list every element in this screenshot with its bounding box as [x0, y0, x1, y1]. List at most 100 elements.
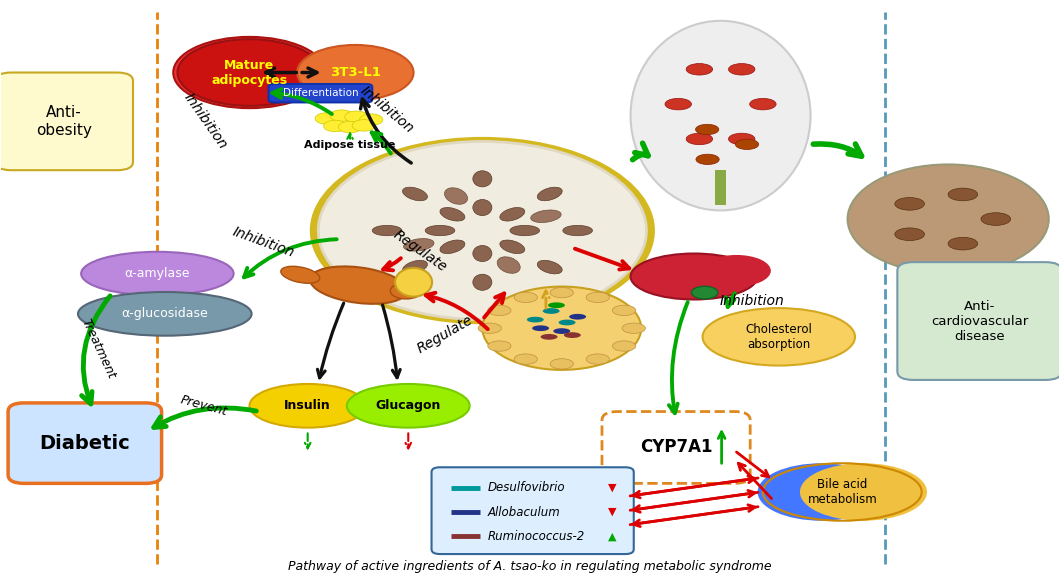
Ellipse shape	[440, 207, 465, 221]
Ellipse shape	[622, 323, 646, 334]
Ellipse shape	[488, 305, 511, 316]
FancyArrowPatch shape	[302, 68, 317, 77]
Ellipse shape	[541, 334, 558, 340]
Ellipse shape	[564, 332, 581, 338]
FancyArrowPatch shape	[244, 239, 337, 277]
Ellipse shape	[532, 325, 549, 331]
FancyBboxPatch shape	[898, 262, 1060, 380]
Text: Ruminococcus-2: Ruminococcus-2	[488, 530, 585, 543]
Ellipse shape	[691, 286, 718, 299]
FancyArrowPatch shape	[669, 302, 688, 413]
Text: Anti-
obesity: Anti- obesity	[36, 105, 92, 138]
Text: Prevent: Prevent	[179, 393, 229, 418]
Ellipse shape	[895, 228, 924, 241]
FancyArrowPatch shape	[383, 305, 401, 378]
Circle shape	[310, 137, 655, 324]
Ellipse shape	[537, 187, 562, 200]
Ellipse shape	[686, 63, 712, 75]
FancyArrowPatch shape	[630, 476, 755, 496]
FancyArrowPatch shape	[633, 492, 758, 512]
Ellipse shape	[173, 37, 325, 108]
Text: Pathway of active ingredients of A. tsao-ko in regulating metabolic syndrome: Pathway of active ingredients of A. tsao…	[288, 560, 772, 573]
Text: Inhibition: Inhibition	[180, 91, 229, 152]
FancyArrowPatch shape	[484, 293, 505, 317]
Text: Adipose tissue: Adipose tissue	[304, 141, 395, 150]
Text: Differentiation: Differentiation	[283, 88, 358, 98]
Ellipse shape	[403, 260, 427, 274]
Ellipse shape	[404, 238, 434, 251]
Ellipse shape	[543, 308, 560, 314]
Circle shape	[848, 165, 1048, 274]
Ellipse shape	[631, 21, 811, 210]
Circle shape	[318, 142, 647, 320]
Ellipse shape	[344, 111, 368, 123]
Text: ▼: ▼	[608, 483, 617, 493]
Ellipse shape	[948, 237, 977, 250]
Text: ▲: ▲	[608, 531, 617, 541]
Text: α-amylase: α-amylase	[125, 267, 190, 280]
FancyArrowPatch shape	[82, 296, 110, 404]
Ellipse shape	[78, 292, 251, 336]
Text: 3T3-L1: 3T3-L1	[330, 66, 381, 79]
Ellipse shape	[695, 124, 719, 135]
Ellipse shape	[510, 225, 540, 236]
FancyArrowPatch shape	[360, 99, 411, 163]
Ellipse shape	[372, 225, 402, 236]
Text: Inhibition: Inhibition	[358, 84, 417, 136]
Text: Treatment: Treatment	[78, 316, 118, 380]
Ellipse shape	[559, 320, 576, 325]
Ellipse shape	[352, 120, 375, 131]
Text: α-glucosidase: α-glucosidase	[122, 308, 208, 320]
Ellipse shape	[310, 267, 407, 304]
Ellipse shape	[177, 39, 321, 106]
Ellipse shape	[473, 245, 492, 262]
Ellipse shape	[395, 268, 432, 297]
Ellipse shape	[586, 292, 610, 302]
Ellipse shape	[403, 187, 427, 200]
Ellipse shape	[482, 287, 641, 370]
Ellipse shape	[514, 292, 537, 302]
FancyBboxPatch shape	[8, 403, 161, 483]
Text: Allobaculum: Allobaculum	[488, 506, 561, 518]
Text: Cholesterol
absorption: Cholesterol absorption	[745, 323, 812, 351]
FancyArrowPatch shape	[426, 293, 488, 329]
Ellipse shape	[586, 354, 610, 364]
FancyArrowPatch shape	[630, 505, 755, 525]
Ellipse shape	[631, 253, 758, 300]
Ellipse shape	[728, 63, 755, 75]
Text: Insulin: Insulin	[284, 399, 331, 412]
Ellipse shape	[297, 45, 413, 100]
Ellipse shape	[531, 210, 561, 222]
Text: Inhibition: Inhibition	[720, 294, 784, 308]
Ellipse shape	[703, 308, 855, 366]
FancyBboxPatch shape	[602, 411, 750, 483]
FancyArrowPatch shape	[739, 463, 772, 499]
Text: Regulate: Regulate	[390, 227, 449, 274]
Ellipse shape	[548, 302, 565, 308]
Ellipse shape	[758, 463, 885, 521]
Ellipse shape	[553, 328, 570, 334]
FancyArrowPatch shape	[575, 249, 630, 270]
Ellipse shape	[330, 110, 353, 122]
Ellipse shape	[948, 188, 977, 201]
Text: Inhibition: Inhibition	[230, 225, 296, 260]
FancyBboxPatch shape	[268, 84, 372, 103]
Ellipse shape	[613, 305, 636, 316]
FancyArrowPatch shape	[154, 408, 257, 427]
FancyArrowPatch shape	[813, 144, 862, 156]
Ellipse shape	[800, 463, 928, 521]
Ellipse shape	[500, 207, 525, 221]
Text: Glucagon: Glucagon	[375, 399, 441, 412]
Ellipse shape	[613, 341, 636, 351]
FancyArrowPatch shape	[737, 452, 768, 477]
Ellipse shape	[550, 359, 573, 369]
Ellipse shape	[665, 98, 691, 110]
FancyBboxPatch shape	[0, 73, 132, 170]
Text: Mature
adipocytes: Mature adipocytes	[211, 59, 287, 86]
FancyArrowPatch shape	[266, 68, 297, 77]
Ellipse shape	[728, 133, 755, 145]
Ellipse shape	[500, 240, 525, 253]
Ellipse shape	[473, 274, 492, 290]
FancyBboxPatch shape	[431, 467, 634, 554]
Ellipse shape	[563, 225, 593, 236]
